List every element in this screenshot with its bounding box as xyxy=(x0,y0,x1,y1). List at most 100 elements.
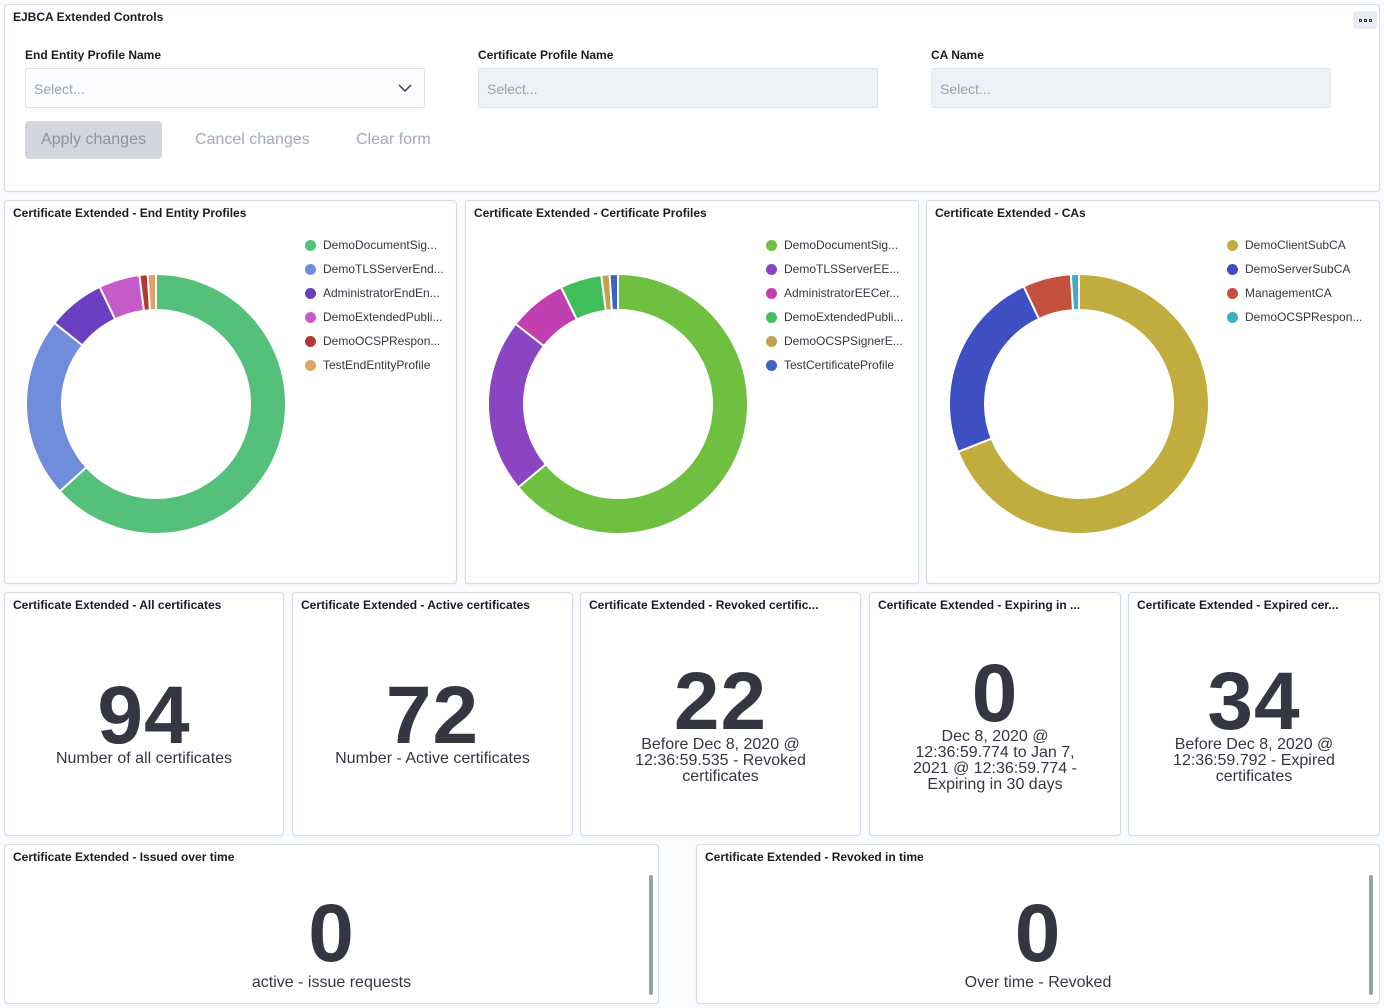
panel-title: Certificate Extended - Revoked in time xyxy=(705,850,924,864)
legend-color-dot xyxy=(1227,287,1238,299)
metric-value: 34 xyxy=(1207,656,1301,747)
metric-value: 0 xyxy=(1014,888,1062,979)
donut-slice[interactable] xyxy=(487,322,548,489)
metric-panel-issued-over-time: Certificate Extended - Issued over time … xyxy=(4,844,659,1004)
donut-slice[interactable] xyxy=(956,272,1210,535)
chart-legend: DemoClientSubCA DemoServerSubCA Management… xyxy=(1227,233,1362,329)
legend-item[interactable]: DemoClientSubCA xyxy=(1227,233,1362,257)
metric-value: 0 xyxy=(308,888,355,979)
donut-slice[interactable] xyxy=(516,272,749,535)
legend-color-dot xyxy=(766,335,777,347)
legend-color-dot xyxy=(305,359,316,371)
controls-panel: EJBCA Extended Controls End Entity Profi… xyxy=(4,4,1380,192)
legend-color-dot xyxy=(305,287,316,299)
ca-name-select[interactable]: Select... xyxy=(931,68,1331,108)
legend-color-dot xyxy=(305,239,316,251)
metric-label-line: Before Dec 8, 2020 @ xyxy=(641,736,800,753)
donut-slice[interactable] xyxy=(58,272,287,535)
chart-legend: DemoDocumentSig... DemoTLSServerEnd... Adm… xyxy=(305,233,444,377)
metric-label: Number - Active certificates xyxy=(335,750,530,767)
legend-label: DemoExtendedPubli... xyxy=(323,310,443,324)
legend-label: DemoDocumentSig... xyxy=(323,238,438,252)
metric-label-line: Expiring in 30 days xyxy=(927,776,1063,793)
metric-label-line: 12:36:59.535 - Revoked xyxy=(635,752,806,769)
clear-form-button[interactable]: Clear form xyxy=(356,121,431,159)
donut-slice[interactable] xyxy=(1069,272,1080,312)
certificate-profile-select[interactable]: Select... xyxy=(478,68,878,108)
metric-panel-expiring: Certificate Extended - Expiring in ... 0… xyxy=(869,592,1121,836)
legend-label: ManagementCA xyxy=(1245,286,1332,300)
metric-label: active - issue requests xyxy=(251,974,412,991)
donut-chart xyxy=(487,272,749,535)
metric-value: 0 xyxy=(971,648,1019,739)
legend-item[interactable]: DemoExtendedPubli... xyxy=(766,305,903,329)
cancel-changes-button[interactable]: Cancel changes xyxy=(195,121,310,159)
legend-item[interactable]: DemoDocumentSig... xyxy=(766,233,903,257)
donut-slice[interactable] xyxy=(146,272,157,312)
legend-item[interactable]: DemoDocumentSig... xyxy=(305,233,444,257)
metric-value: 72 xyxy=(385,670,480,761)
select-placeholder: Select... xyxy=(487,81,538,97)
metric-label: Number of all certificates xyxy=(55,750,233,767)
end-entity-profile-label: End Entity Profile Name xyxy=(25,48,162,62)
legend-color-dot xyxy=(305,263,316,275)
panel-title: Certificate Extended - Issued over time xyxy=(13,850,235,864)
legend-item[interactable]: DemoExtendedPubli... xyxy=(305,305,444,329)
legend-color-dot xyxy=(766,311,777,323)
metric-panel-expired-certificates: Certificate Extended - Expired cer... 34… xyxy=(1128,592,1380,836)
chart-legend: DemoDocumentSig... DemoTLSServerEE... Admi… xyxy=(766,233,903,377)
legend-color-dot xyxy=(766,239,777,251)
metric-label-line: 12:36:59.774 to Jan 7, xyxy=(915,744,1075,761)
legend-label: AdministratorEECer... xyxy=(784,286,900,300)
select-placeholder: Select... xyxy=(34,81,85,97)
legend-item[interactable]: AdministratorEndEn... xyxy=(305,281,444,305)
legend-label: DemoTLSServerEE... xyxy=(784,262,900,276)
legend-item[interactable]: DemoTLSServerEnd... xyxy=(305,257,444,281)
donut-chart xyxy=(948,272,1210,535)
legend-label: DemoOCSPRespon... xyxy=(323,334,441,348)
donut-slice[interactable] xyxy=(948,285,1041,454)
vertical-scrollbar[interactable] xyxy=(649,875,653,995)
legend-color-dot xyxy=(766,263,777,275)
legend-item[interactable]: TestCertificateProfile xyxy=(766,353,903,377)
legend-label: DemoClientSubCA xyxy=(1245,238,1346,252)
legend-color-dot xyxy=(1227,263,1238,275)
metric-value: 94 xyxy=(97,670,191,761)
legend-label: TestEndEntityProfile xyxy=(323,358,431,372)
legend-label: AdministratorEndEn... xyxy=(323,286,440,300)
chevron-down-icon xyxy=(398,84,412,92)
metric-label: Over time - Revoked xyxy=(964,974,1112,991)
legend-color-dot xyxy=(766,359,777,371)
ca-name-label: CA Name xyxy=(931,48,984,62)
metric-label-line: 12:36:59.792 - Expired xyxy=(1173,752,1335,769)
panel-title: Certificate Extended - End Entity Profil… xyxy=(13,206,247,220)
metric-label-line: 2021 @ 12:36:59.774 - xyxy=(913,760,1077,777)
certificate-profile-label: Certificate Profile Name xyxy=(478,48,614,62)
donut-slice[interactable] xyxy=(25,321,88,493)
legend-item[interactable]: DemoOCSPSignerE... xyxy=(766,329,903,353)
apply-changes-button[interactable]: Apply changes xyxy=(25,121,162,159)
panel-title: Certificate Extended - All certificates xyxy=(13,598,222,612)
panel-title: Certificate Extended - Active certificat… xyxy=(301,598,530,612)
end-entity-profile-select[interactable]: Select... xyxy=(25,68,425,108)
legend-item[interactable]: DemoServerSubCA xyxy=(1227,257,1362,281)
vertical-scrollbar[interactable] xyxy=(1369,875,1373,995)
legend-item[interactable]: DemoOCSPRespon... xyxy=(305,329,444,353)
panel-title: Certificate Extended - Expired cer... xyxy=(1137,598,1339,612)
metric-panel-all-certificates: Certificate Extended - All certificates … xyxy=(4,592,284,836)
panel-title: EJBCA Extended Controls xyxy=(13,10,164,24)
panel-options-button[interactable] xyxy=(1353,11,1377,29)
legend-item[interactable]: TestEndEntityProfile xyxy=(305,353,444,377)
legend-item[interactable]: DemoOCSPRespon... xyxy=(1227,305,1362,329)
chart-panel-end-entity-profiles: Certificate Extended - End Entity Profil… xyxy=(4,200,457,584)
donut-slice[interactable] xyxy=(608,272,619,312)
metric-panel-active-certificates: Certificate Extended - Active certificat… xyxy=(292,592,573,836)
chart-panel-cas: Certificate Extended - CAs DemoClientSub… xyxy=(926,200,1380,584)
metric-panel-revoked-in-time: Certificate Extended - Revoked in time 0… xyxy=(696,844,1380,1004)
dots-icon xyxy=(1358,18,1362,22)
legend-item[interactable]: DemoTLSServerEE... xyxy=(766,257,903,281)
legend-item[interactable]: ManagementCA xyxy=(1227,281,1362,305)
select-placeholder: Select... xyxy=(940,81,991,97)
legend-label: DemoDocumentSig... xyxy=(784,238,899,252)
legend-item[interactable]: AdministratorEECer... xyxy=(766,281,903,305)
